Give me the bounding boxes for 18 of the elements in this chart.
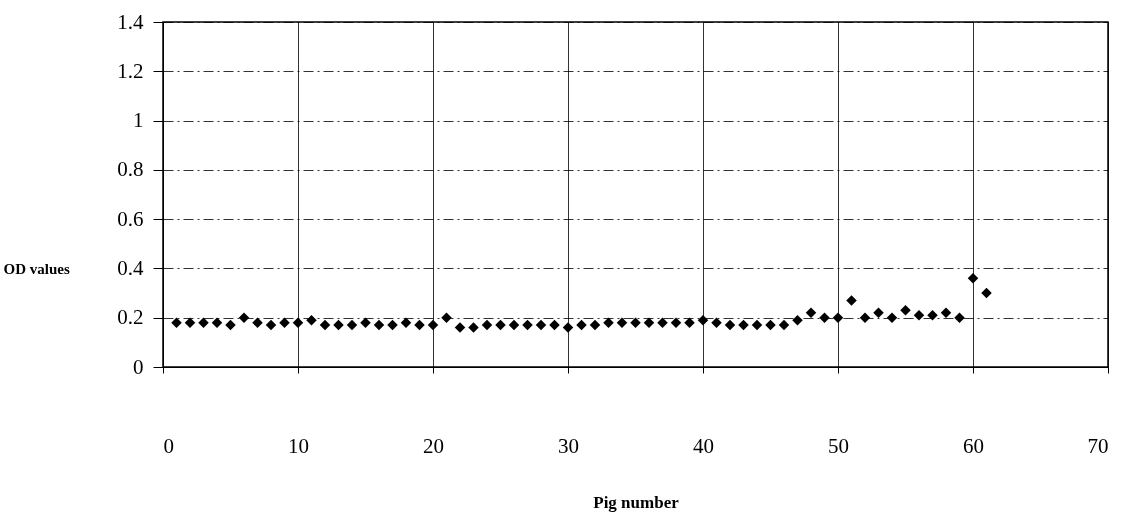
y-axis-title: OD values <box>3 260 70 277</box>
x-tick-label: 60 <box>963 433 984 458</box>
y-tick-label: 0 <box>133 354 144 379</box>
x-tick-label: 40 <box>693 433 714 458</box>
y-tick-label: 1 <box>133 108 144 133</box>
y-tick-label: 0.4 <box>117 255 144 280</box>
y-tick-label: 0.6 <box>117 206 144 231</box>
x-axis-title: Pig number <box>593 492 680 512</box>
x-tick-label: 10 <box>288 433 309 458</box>
y-tick-label: 1.4 <box>117 9 144 34</box>
x-tick-label: 20 <box>423 433 444 458</box>
x-tick-label: 0 <box>163 433 174 458</box>
y-tick-label: 1.2 <box>117 58 144 83</box>
x-tick-label: 70 <box>1087 433 1109 458</box>
y-tick-label: 0.2 <box>117 305 144 330</box>
x-tick-label: 30 <box>558 433 579 458</box>
y-tick-label: 0.8 <box>117 157 144 182</box>
x-tick-label: 50 <box>828 433 849 458</box>
